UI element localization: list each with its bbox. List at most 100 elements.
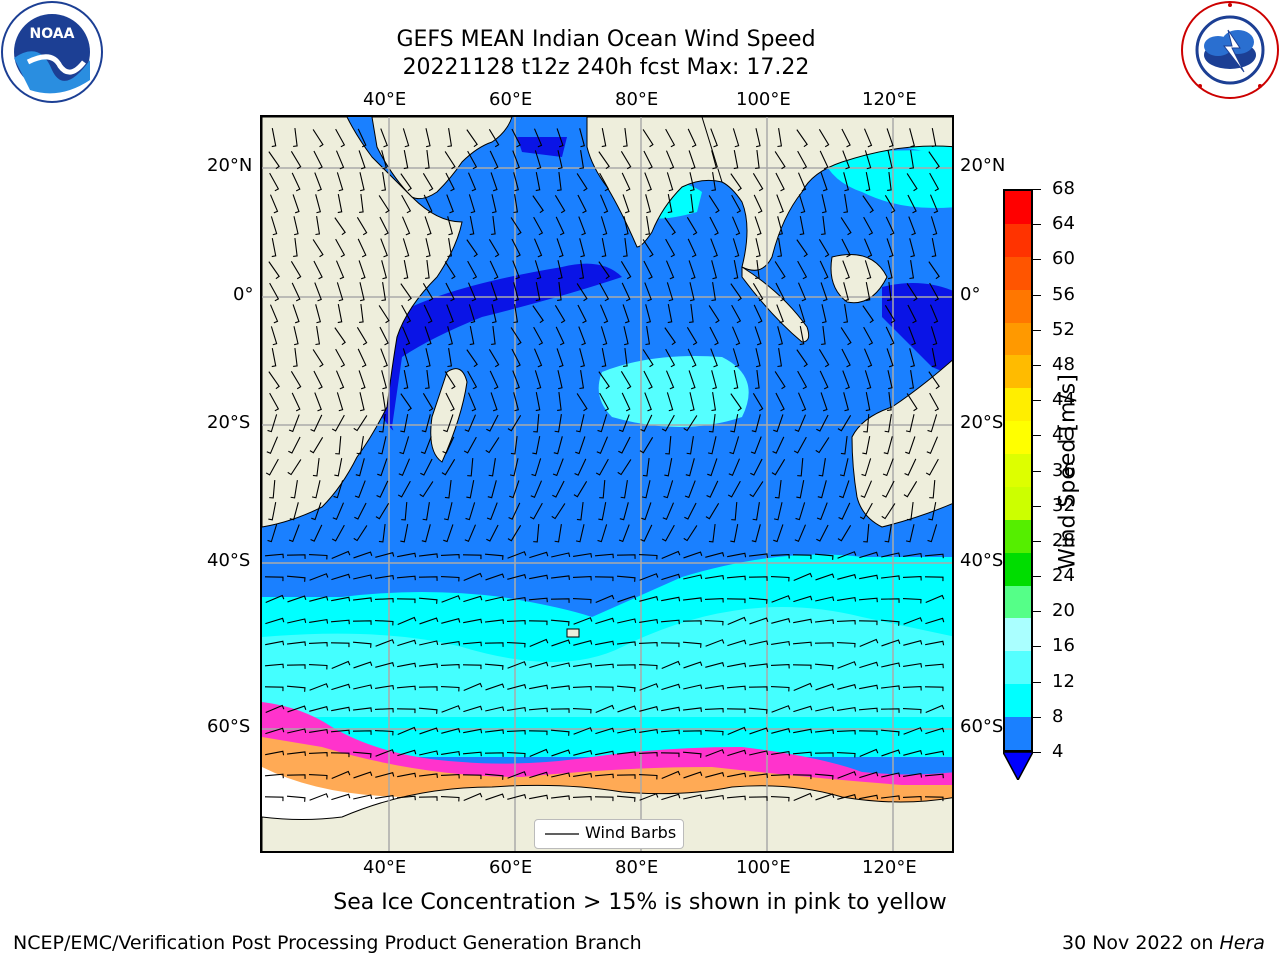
wind-barb xyxy=(820,172,828,192)
colorbar-segment xyxy=(1005,552,1031,587)
wind-barb xyxy=(792,774,812,780)
wind-barb xyxy=(704,619,724,626)
wind-barb xyxy=(881,772,901,778)
wind-barb xyxy=(684,480,696,499)
wind-barb xyxy=(750,436,762,455)
wind-barb xyxy=(616,554,636,559)
wind-barb xyxy=(513,304,519,324)
wind-barb xyxy=(420,458,433,476)
wind-barb xyxy=(799,216,805,236)
wind-barb xyxy=(356,327,368,346)
wind-barb xyxy=(601,238,607,258)
wind-barb xyxy=(314,172,322,192)
wind-barb xyxy=(863,348,873,368)
colorbar-tick-label: 4 xyxy=(1052,741,1064,762)
wind-barb xyxy=(532,436,541,455)
wind-barb xyxy=(490,282,498,302)
wind-barb xyxy=(507,573,527,580)
wind-barb xyxy=(308,663,328,670)
wind-barb xyxy=(841,348,851,368)
wind-barb xyxy=(446,304,454,324)
wind-barb xyxy=(664,327,676,346)
wind-barb xyxy=(286,554,306,559)
wind-barb xyxy=(638,663,658,670)
wind-barb xyxy=(425,238,431,258)
wind-barb xyxy=(599,304,609,324)
wind-barb xyxy=(418,707,438,714)
wind-barb xyxy=(927,524,938,543)
wind-barb xyxy=(903,662,923,668)
wind-barb xyxy=(840,435,848,455)
wind-barb xyxy=(533,326,544,346)
wind-barb xyxy=(573,617,593,625)
wind-barb xyxy=(572,707,592,714)
wind-barb xyxy=(445,172,455,192)
wind-barb xyxy=(798,304,806,324)
wind-barb xyxy=(533,238,543,258)
wind-barb xyxy=(616,751,636,756)
wind-barb xyxy=(441,595,461,603)
wind-barb xyxy=(639,573,659,581)
wind-barb xyxy=(447,348,453,368)
wind-barb xyxy=(359,303,364,323)
wind-barb xyxy=(353,574,373,580)
wind-barb xyxy=(617,705,637,713)
wind-barb xyxy=(687,348,697,368)
wind-barb xyxy=(402,348,410,368)
lon-label-bottom-40: 40°E xyxy=(363,857,407,878)
wind-barb xyxy=(576,393,588,412)
wind-barb xyxy=(379,216,389,236)
wind-barb xyxy=(858,620,878,626)
wind-barb xyxy=(924,686,944,692)
wind-barb xyxy=(513,172,520,192)
wind-barb xyxy=(331,770,351,780)
wind-barb xyxy=(926,436,939,455)
wind-barb xyxy=(858,730,878,736)
colorbar-segment xyxy=(1005,717,1031,751)
wind-barb xyxy=(598,261,610,280)
wind-barb xyxy=(645,326,651,346)
wind-barb xyxy=(422,502,430,521)
wind-barb xyxy=(684,502,697,520)
wind-barb xyxy=(859,502,873,520)
wind-barb xyxy=(661,683,681,691)
wind-barb xyxy=(688,370,696,390)
wind-barb xyxy=(773,414,784,433)
nws-logo xyxy=(1180,0,1280,100)
wind-barb xyxy=(749,750,769,756)
wind-barb xyxy=(864,370,872,390)
wind-barb xyxy=(397,726,417,736)
wind-barb xyxy=(726,708,746,714)
wind-barb xyxy=(529,638,549,648)
wind-barb xyxy=(507,596,527,602)
wind-barb xyxy=(859,661,879,669)
wind-barb xyxy=(863,238,873,258)
wind-barb xyxy=(467,172,477,192)
wind-barb xyxy=(353,551,373,559)
wind-barb xyxy=(573,481,588,498)
wind-barb xyxy=(441,705,461,713)
wind-barb xyxy=(313,150,323,170)
wind-barb xyxy=(619,502,629,521)
wind-barb xyxy=(882,480,895,498)
wind-barb xyxy=(462,751,482,757)
wind-barb xyxy=(616,575,636,582)
wind-barb xyxy=(397,616,417,626)
wind-barb xyxy=(621,392,631,412)
wind-barb xyxy=(577,194,587,214)
wind-barb xyxy=(557,150,563,170)
wind-barb xyxy=(600,326,608,346)
wind-barb xyxy=(928,151,940,170)
wind-barb xyxy=(688,260,696,280)
colorbar-tick-label: 56 xyxy=(1052,283,1075,305)
wind-barb xyxy=(308,553,328,560)
colorbar-segment xyxy=(1005,388,1031,422)
wind-barb xyxy=(375,503,390,520)
wind-barb xyxy=(484,752,504,757)
wind-barb xyxy=(843,392,850,412)
footer-branch: NCEP/EMC/Verification Post Processing Pr… xyxy=(13,932,642,954)
wind-barb xyxy=(440,553,460,559)
wind-barb xyxy=(381,392,387,412)
wind-barb xyxy=(375,749,395,757)
wind-barb xyxy=(925,727,945,735)
